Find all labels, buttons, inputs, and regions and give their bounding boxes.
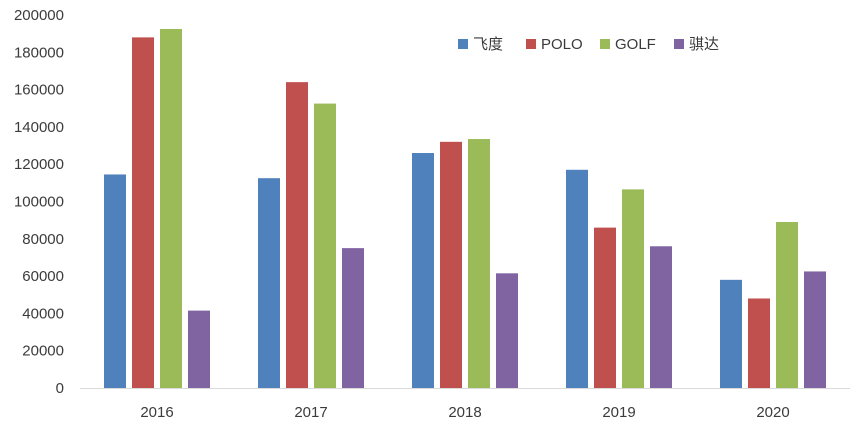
bar xyxy=(286,82,308,388)
legend-swatch xyxy=(526,39,536,49)
bar xyxy=(748,298,770,388)
bar xyxy=(720,279,742,388)
y-tick-label: 60000 xyxy=(22,268,64,285)
bar xyxy=(188,310,210,388)
bar xyxy=(566,169,588,388)
bar xyxy=(440,141,462,388)
legend-label: GOLF xyxy=(615,36,656,53)
y-tick-label: 40000 xyxy=(22,305,64,322)
bar xyxy=(804,271,826,388)
bar xyxy=(412,153,434,388)
bar xyxy=(160,28,182,389)
y-tick-label: 100000 xyxy=(14,194,64,211)
legend-swatch xyxy=(674,39,684,49)
legend-label: 飞度 xyxy=(473,36,503,53)
y-tick-label: 80000 xyxy=(22,231,64,248)
legend-label: POLO xyxy=(541,36,583,53)
bar xyxy=(258,178,280,388)
x-tick-label: 2016 xyxy=(140,404,173,421)
y-tick-label: 120000 xyxy=(14,156,64,173)
legend-label: 骐达 xyxy=(689,36,719,53)
bar xyxy=(314,103,336,389)
bar-series-group xyxy=(104,28,826,389)
bar xyxy=(776,222,798,388)
x-tick-label: 2018 xyxy=(448,404,481,421)
y-tick-label: 200000 xyxy=(14,7,64,24)
y-tick-label: 160000 xyxy=(14,82,64,99)
y-tick-label: 180000 xyxy=(14,44,64,61)
legend-swatch xyxy=(600,39,610,49)
x-tick-label: 2019 xyxy=(602,404,635,421)
bar xyxy=(468,139,490,388)
y-tick-label: 20000 xyxy=(22,343,64,360)
y-axis-tick-labels: 0 20000 40000 60000 80000 100000 120000 140000 1… xyxy=(14,7,64,397)
legend-swatch xyxy=(458,39,468,49)
bar xyxy=(622,189,644,388)
legend: 飞度 POLO GOLF 骐达 xyxy=(458,36,719,53)
bar xyxy=(594,227,616,388)
bar xyxy=(104,174,126,388)
bar xyxy=(650,246,672,388)
y-tick-label: 140000 xyxy=(14,119,64,136)
bar xyxy=(496,273,518,388)
bar xyxy=(132,37,154,388)
x-tick-label: 2020 xyxy=(756,404,789,421)
bar xyxy=(342,248,364,388)
x-axis-tick-labels: 2016 2017 2018 2019 2020 xyxy=(140,404,789,421)
x-tick-label: 2017 xyxy=(294,404,327,421)
y-tick-label: 0 xyxy=(56,380,64,397)
